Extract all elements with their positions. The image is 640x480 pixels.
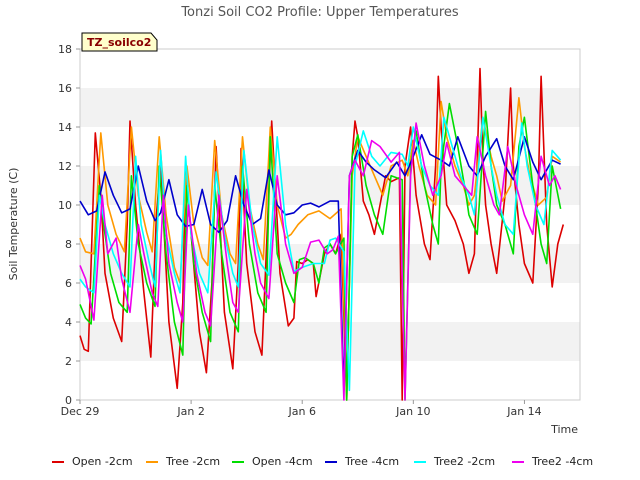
x-tick-label: Jan 2: [176, 405, 204, 418]
legend-label: Tree2 -4cm: [531, 455, 593, 468]
x-tick-label: Dec 29: [61, 405, 100, 418]
series-line-tree2-4cm: [79, 122, 562, 401]
y-tick-label: 18: [58, 43, 72, 56]
x-axis: Dec 29 Jan 2 Jan 6 Jan 10 Jan 14: [61, 400, 542, 418]
grid-band: [80, 244, 580, 283]
legend-label: Open -4cm: [252, 455, 313, 468]
legend-label: Tree -4cm: [344, 455, 399, 468]
y-tick-label: 4: [65, 316, 72, 329]
y-tick-label: 0: [65, 394, 72, 407]
y-tick-label: 16: [58, 82, 72, 95]
x-tick-label: Jan 6: [287, 405, 315, 418]
legend-label: Tree -2cm: [165, 455, 220, 468]
chart-title: Tonzi Soil CO2 Profile: Upper Temperatur…: [180, 5, 459, 20]
plot-border: [79, 48, 581, 401]
y-axis: 0 2 4 6 8 10 12 14 16 18: [58, 43, 80, 407]
y-tick-label: 8: [65, 238, 72, 251]
legend-label: Open -2cm: [72, 455, 133, 468]
badge-shape: [81, 32, 158, 52]
legend-label: Tree2 -2cm: [433, 455, 495, 468]
y-axis-title: Soil Temperature (C): [7, 168, 20, 281]
y-tick-label: 10: [58, 199, 72, 212]
series-line-tree2-2cm: [79, 116, 562, 392]
y-tick-label: 14: [58, 121, 72, 134]
series-lines: [79, 67, 565, 401]
x-tick-label: Jan 10: [395, 405, 430, 418]
grid-band: [80, 322, 580, 361]
y-tick-label: 2: [65, 355, 72, 368]
y-tick-label: 6: [65, 277, 72, 290]
legend: Open -2cm Tree -2cm Open -4cm Tree -4cm Tree…: [52, 455, 593, 468]
x-tick-label: Jan 14: [506, 405, 541, 418]
badge-label: TZ_soilco2: [87, 36, 151, 49]
background-bands: [80, 88, 580, 361]
x-axis-title: Time: [550, 423, 578, 436]
grid-band: [80, 88, 580, 127]
y-tick-label: 12: [58, 160, 72, 173]
site-badge: TZ_soilco2: [81, 32, 158, 52]
